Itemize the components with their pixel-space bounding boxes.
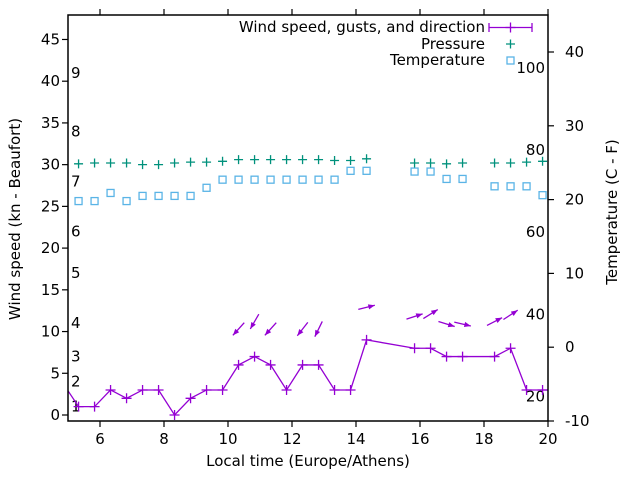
svg-text:20: 20 (41, 239, 60, 257)
svg-text:6: 6 (95, 430, 105, 448)
legend-marker-pressure (506, 39, 515, 49)
wind-direction-arrows (232, 304, 519, 337)
svg-text:15: 15 (41, 281, 60, 299)
svg-text:10: 10 (41, 323, 60, 341)
svg-text:8: 8 (71, 122, 81, 140)
pressure-points (74, 154, 548, 170)
axis-ticks (62, 9, 554, 427)
svg-text:45: 45 (41, 30, 60, 48)
svg-text:25: 25 (41, 197, 60, 215)
svg-text:80: 80 (526, 141, 545, 159)
svg-text:0: 0 (565, 338, 575, 356)
svg-text:16: 16 (410, 430, 429, 448)
axis-tick-labels: 6 8 10 12 14 16 18 20051015202530354045-1001020… (41, 30, 590, 448)
svg-text:40: 40 (565, 43, 584, 61)
svg-text:5: 5 (50, 364, 60, 382)
svg-text:2: 2 (71, 373, 81, 391)
svg-text:4: 4 (71, 314, 81, 332)
x-axis-title: Local time (Europe/Athens) (206, 452, 410, 470)
svg-text:18: 18 (474, 430, 493, 448)
right-axis-title: Temperature (C - F) (603, 139, 621, 285)
plot-border (67, 14, 549, 422)
svg-text:10: 10 (218, 430, 237, 448)
legend-label-pressure: Pressure (420, 35, 485, 53)
svg-text:0: 0 (50, 406, 60, 424)
svg-text:14: 14 (346, 430, 365, 448)
svg-text:12: 12 (282, 430, 301, 448)
svg-text:40: 40 (526, 306, 545, 324)
svg-text:20: 20 (526, 388, 545, 406)
left-axis-title: Wind speed (kn - Beaufort) (6, 117, 24, 321)
legend-label-temperature: Temperature (389, 51, 485, 69)
svg-text:-10: -10 (565, 412, 590, 430)
svg-text:20: 20 (538, 430, 557, 448)
svg-text:30: 30 (41, 156, 60, 174)
svg-text:5: 5 (71, 264, 81, 282)
svg-text:35: 35 (41, 114, 60, 132)
svg-text:9: 9 (71, 64, 81, 82)
temperature-points (74, 166, 547, 206)
legend-marker-temperature (506, 56, 515, 65)
svg-text:40: 40 (41, 72, 60, 90)
svg-text:3: 3 (71, 348, 81, 366)
svg-text:8: 8 (159, 430, 169, 448)
svg-text:20: 20 (565, 191, 584, 209)
svg-text:6: 6 (71, 222, 81, 240)
svg-text:7: 7 (71, 172, 81, 190)
svg-text:30: 30 (565, 117, 584, 135)
svg-text:100: 100 (516, 59, 545, 77)
legend-label-wind: Wind speed, gusts, and direction (238, 18, 485, 36)
svg-text:60: 60 (526, 223, 545, 241)
wind-series-line (67, 334, 548, 420)
legend-marker-wind (488, 22, 533, 33)
svg-text:10: 10 (565, 264, 584, 282)
